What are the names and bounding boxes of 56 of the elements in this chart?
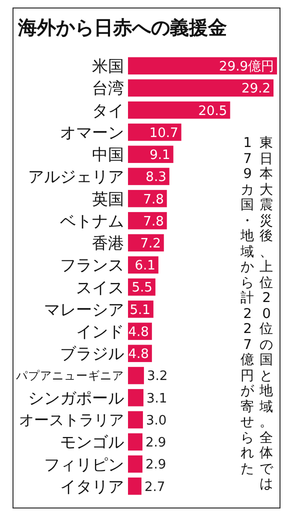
bar [128, 478, 142, 495]
text: 179カ国・地域から計227億円が寄せられた [240, 135, 254, 476]
data-label: 2.7 [144, 480, 166, 495]
bar [128, 433, 142, 451]
bar [128, 124, 182, 141]
y-tick-label: 台湾 [92, 78, 124, 98]
y-tick-label: アルジェリア [28, 167, 124, 186]
data-label: 29.9億円 [219, 60, 274, 75]
data-label: 4.8 [128, 347, 149, 362]
y-tick-label: 香港 [92, 234, 124, 253]
bar [128, 389, 144, 406]
y-tick-label: フィリピン [44, 454, 124, 474]
data-label: 20.5 [198, 104, 228, 119]
data-label: 7.2 [140, 236, 161, 252]
text: 東日本大震災後、上位20位の国と地域。全体では [260, 135, 274, 492]
bar [128, 455, 142, 473]
bar [128, 146, 174, 163]
bar [128, 101, 230, 119]
y-tick-label: フランス [60, 256, 124, 275]
bar [128, 366, 144, 384]
y-tick-label: スイス [76, 278, 124, 297]
y-tick-label: ブラジル [60, 344, 124, 364]
y-tick-label: モンゴル [60, 432, 124, 452]
data-label: 3.1 [146, 391, 168, 406]
data-label: 8.3 [146, 170, 166, 186]
data-label: 2.9 [145, 436, 166, 451]
data-label: 7.8 [143, 192, 164, 208]
y-tick-label: イタリア [60, 476, 124, 496]
y-tick-label: 米国 [92, 56, 124, 76]
data-label: 10.7 [149, 126, 178, 141]
bar [128, 57, 277, 74]
data-label: 3.2 [146, 369, 168, 384]
bar [128, 411, 143, 428]
data-label: 6.1 [134, 258, 156, 274]
y-tick-label: シンガポール [28, 388, 124, 408]
data-label: 29.2 [242, 82, 271, 97]
y-tick-label: インド [76, 322, 124, 342]
y-tick-label: ベトナム [60, 211, 124, 230]
data-label: 9.1 [150, 148, 170, 164]
data-label: 3.0 [146, 413, 167, 428]
chart-title: 海外から日赤への義援金 [17, 17, 227, 39]
data-label: 5.5 [132, 280, 152, 296]
y-tick-label: マレーシア [44, 300, 124, 319]
bar [128, 234, 164, 252]
data-label: 2.9 [145, 458, 166, 473]
data-label: 5.1 [130, 302, 150, 318]
y-tick-label: オーストラリア [19, 411, 124, 430]
y-tick-label: 中国 [92, 145, 124, 164]
data-label: 7.8 [143, 214, 164, 230]
y-tick-label: オマーン [60, 122, 124, 142]
data-label: 4.8 [128, 324, 149, 340]
y-tick-label: タイ [92, 100, 124, 120]
y-tick-label: 英国 [92, 189, 124, 208]
bar [128, 212, 167, 230]
bar [128, 79, 274, 97]
y-tick-label: パプアニューギニア [15, 368, 124, 383]
